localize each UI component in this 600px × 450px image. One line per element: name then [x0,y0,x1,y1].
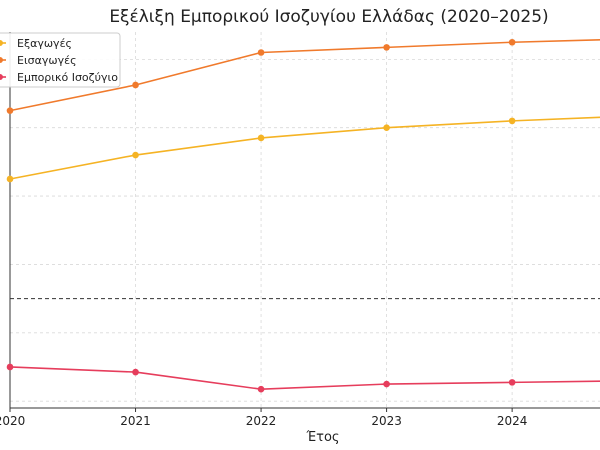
data-point [508,38,516,46]
legend-label: Εμπορικό Ισοζύγιο [17,71,118,84]
legend-marker [0,57,3,63]
data-point [132,81,139,89]
data-point [6,107,14,114]
data-point [257,385,265,393]
x-tick-label: 2024 [497,414,528,428]
data-point [6,363,14,371]
data-point [383,380,390,388]
legend-marker [0,74,3,80]
data-point [508,117,516,125]
x-tick-label: 2023 [371,414,402,428]
data-point [257,49,265,56]
legend-label: Εξαγωγές [17,37,72,50]
data-point [257,134,265,142]
legend-marker [0,40,3,46]
x-tick-label: 2021 [120,414,151,428]
data-point [383,44,390,51]
series-line-0 [9,116,600,180]
x-tick-label: 2022 [246,414,277,428]
data-point [132,151,139,159]
chart-title: Εξέλιξη Εμπορικού Ισοζυγίου Ελλάδας (202… [109,7,548,27]
x-axis-label: Έτος [305,430,339,445]
x-axis-ticks: 2020 2021 2022 2023 2024 [0,408,527,428]
x-tick-label: 2020 [0,414,25,428]
data-point [132,368,139,376]
legend-label: Εισαγωγές [17,54,77,67]
series-line-1 [9,39,600,112]
series-line-2 [9,366,600,391]
grid [9,32,600,409]
data-point [383,124,390,132]
legend: Εξαγωγές Εισαγωγές Εμπορικό Ισοζύγιο [0,32,121,88]
legend-box [0,32,121,88]
data-point [508,379,516,386]
data-point [6,175,14,183]
series-group [6,38,600,393]
